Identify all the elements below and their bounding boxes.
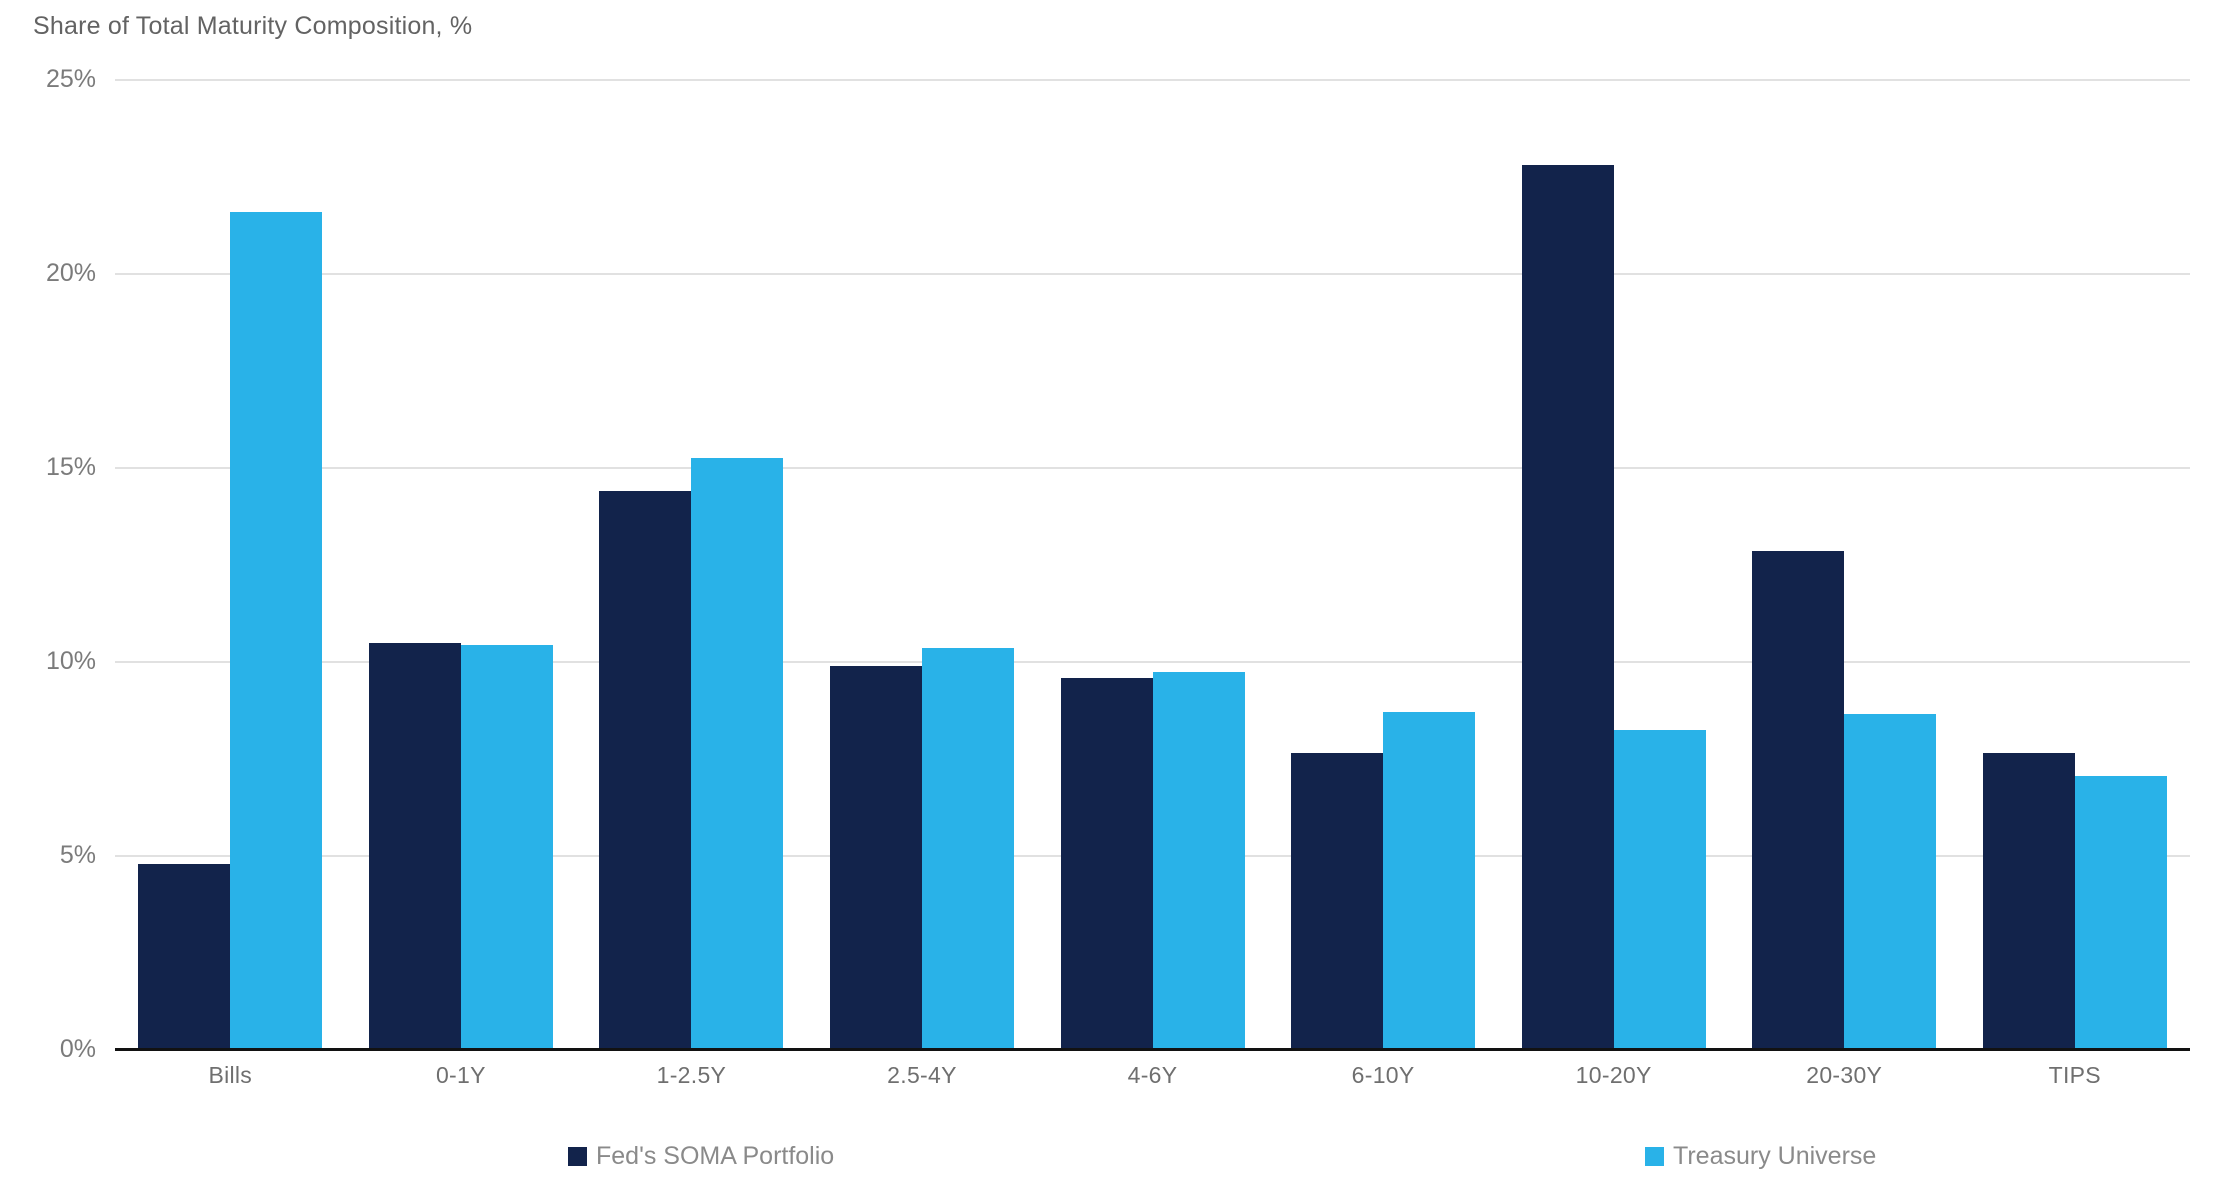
bar-soma-20-30y xyxy=(1752,551,1845,1050)
x-tick-label-bills: Bills xyxy=(208,1062,253,1088)
bar-group-4-6y xyxy=(1037,80,1268,1050)
bar-group-20-30y xyxy=(1729,80,1960,1050)
bar-group-2.5-4y xyxy=(807,80,1038,1050)
bar-soma-1-2.5y xyxy=(599,491,692,1050)
gridline-25% xyxy=(115,79,2190,81)
bar-soma-0-1y xyxy=(368,642,461,1050)
x-tick-label-1-2.5y: 1-2.5Y xyxy=(656,1062,727,1088)
bar-treasury-6-10y xyxy=(1383,712,1476,1050)
bar-group-1-2.5y xyxy=(576,80,807,1050)
bar-soma-tips xyxy=(1982,753,2075,1050)
bar-soma-6-10y xyxy=(1291,753,1384,1050)
x-tick-label-20-30y: 20-30Y xyxy=(1806,1062,1883,1088)
bar-treasury-20-30y xyxy=(1844,714,1937,1050)
legend-item-treasury: Treasury Universe xyxy=(1645,1142,1876,1171)
y-tick-label-25%: 25% xyxy=(45,65,96,93)
gridline-10% xyxy=(115,661,2190,663)
bar-soma-10-20y xyxy=(1521,165,1614,1050)
x-tick-label-10-20y: 10-20Y xyxy=(1575,1062,1652,1088)
legend-swatch-treasury-icon xyxy=(1645,1147,1664,1166)
bar-group-bills xyxy=(115,80,346,1050)
x-axis-labels: Bills 0-1Y 1-2.5Y 2.5-4Y 4-6Y 6-10Y 10-20Y 20-3… xyxy=(115,1062,2190,1089)
legend-label-soma: Fed's SOMA Portfolio xyxy=(596,1142,835,1170)
gridline-20% xyxy=(115,273,2190,275)
bar-treasury-10-20y xyxy=(1613,729,1706,1050)
bar-treasury-4-6y xyxy=(1152,671,1245,1050)
x-tick-label-4-6y: 4-6Y xyxy=(1127,1062,1178,1088)
bar-group-10-20y xyxy=(1498,80,1729,1050)
bar-group-6-10y xyxy=(1268,80,1499,1050)
bar-soma-bills xyxy=(138,863,231,1050)
plot-area xyxy=(115,79,2190,1051)
x-tick-label-6-10y: 6-10Y xyxy=(1351,1062,1415,1088)
y-tick-label-15%: 15% xyxy=(45,453,96,481)
x-tick-label-0-1y: 0-1Y xyxy=(435,1062,486,1088)
gridline-0% xyxy=(115,1048,2190,1051)
bar-treasury-bills xyxy=(230,211,323,1050)
bar-treasury-2.5-4y xyxy=(921,648,1014,1050)
x-tick-label-2.5-4y: 2.5-4Y xyxy=(887,1062,957,1088)
bars-row xyxy=(115,80,2190,1050)
bar-group-0-1y xyxy=(346,80,577,1050)
y-tick-label-10%: 10% xyxy=(45,647,96,675)
y-tick-label-20%: 20% xyxy=(45,259,96,287)
y-tick-label-5%: 5% xyxy=(59,841,96,869)
bar-treasury-0-1y xyxy=(460,644,553,1050)
legend-item-soma: Fed's SOMA Portfolio xyxy=(568,1142,834,1171)
y-tick-label-0%: 0% xyxy=(59,1035,96,1063)
legend-label-treasury: Treasury Universe xyxy=(1673,1142,1877,1170)
bar-treasury-tips xyxy=(2074,776,2167,1050)
bar-soma-4-6y xyxy=(1060,677,1153,1050)
gridline-15% xyxy=(115,467,2190,469)
bar-soma-2.5-4y xyxy=(829,665,922,1050)
chart-title: Share of Total Maturity Composition, % xyxy=(33,12,473,40)
x-tick-label-tips: TIPS xyxy=(2048,1062,2101,1088)
bar-group-tips xyxy=(1960,80,2191,1050)
bar-treasury-1-2.5y xyxy=(691,458,784,1050)
legend-swatch-soma-icon xyxy=(568,1147,587,1166)
